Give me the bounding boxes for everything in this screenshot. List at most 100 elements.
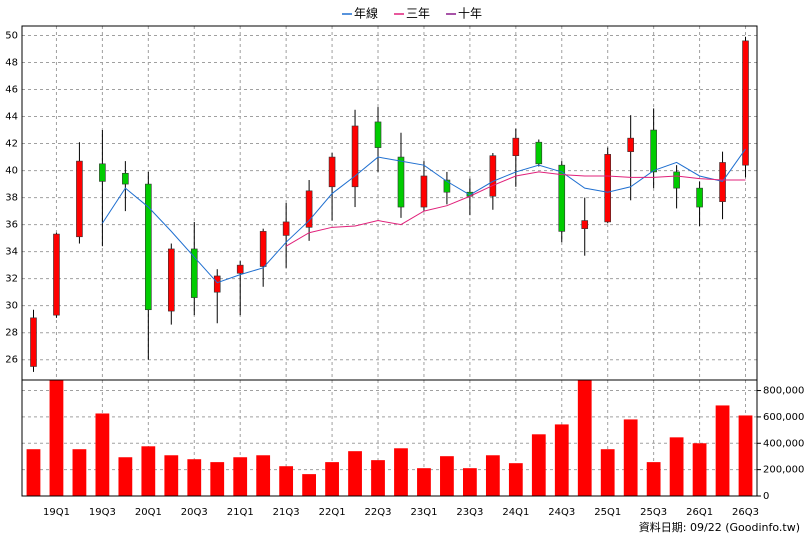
x-tick-label: 20Q1	[135, 507, 162, 518]
y-tick-label: 0	[763, 491, 769, 502]
candle-body	[53, 233, 60, 316]
volume-bar	[95, 413, 110, 496]
x-tick-label: 19Q1	[43, 507, 70, 518]
x-tick-label: 21Q3	[273, 507, 300, 518]
candle-body	[696, 187, 703, 208]
volume-bar	[210, 462, 225, 496]
volume-bar	[577, 379, 592, 496]
candle-body	[443, 179, 451, 193]
line-series	[285, 171, 746, 247]
y-tick-label: 46	[5, 85, 18, 96]
volume-bar	[187, 459, 202, 496]
y-tick-label: 50	[5, 30, 18, 41]
volume-bar	[325, 462, 339, 496]
x-tick-label: 25Q3	[640, 507, 667, 518]
volume-bar	[508, 463, 523, 496]
volume-bar	[118, 457, 133, 496]
volume-bar	[141, 446, 156, 496]
x-tick-label: 19Q3	[89, 507, 116, 518]
candle-body	[305, 190, 313, 228]
volume-bar	[623, 419, 638, 496]
volume-bar	[256, 455, 271, 496]
candle-body	[535, 141, 543, 165]
candle-body	[558, 164, 566, 232]
volume-bar	[371, 460, 385, 496]
volume-bar	[440, 456, 454, 496]
candle-body	[167, 248, 175, 312]
volume-bar	[394, 448, 408, 496]
volume-bar	[233, 457, 248, 496]
y-tick-label: 400,000	[763, 438, 804, 449]
x-tick-label: 22Q3	[365, 507, 392, 518]
x-tick-label: 24Q3	[548, 507, 575, 518]
legend-label: 年線	[354, 6, 378, 21]
y-tick-label: 600,000	[763, 412, 804, 423]
footer: 資料日期: 09/22 (Goodinfo.tw)	[639, 520, 800, 534]
volume-bar	[463, 468, 477, 496]
candle-body	[282, 221, 290, 236]
candle-body	[99, 163, 106, 182]
y-tick-label: 30	[5, 301, 18, 312]
y-tick-label: 34	[5, 247, 18, 258]
candle-body	[719, 162, 726, 202]
volume-bar	[646, 462, 661, 496]
y-tick-label: 28	[5, 328, 18, 339]
y-tick-label: 44	[5, 112, 18, 123]
volume-bar	[26, 449, 41, 496]
candle-body	[604, 154, 612, 223]
x-tick-label: 23Q3	[456, 507, 483, 518]
candle-body	[650, 129, 657, 173]
candle-body	[236, 264, 244, 274]
volume-bar	[72, 449, 87, 496]
candle-body	[512, 137, 520, 157]
y-tick-label: 200,000	[763, 465, 804, 476]
volume-bar	[279, 466, 294, 496]
volume-bar	[738, 415, 753, 496]
y-tick-label: 26	[5, 355, 18, 366]
volume-bar	[554, 424, 569, 496]
y-tick-label: 48	[5, 57, 18, 68]
y-tick-label: 36	[5, 220, 18, 231]
plot-frame	[21, 25, 758, 497]
candle-body	[190, 248, 198, 298]
candle-body	[397, 156, 405, 208]
candle-body	[673, 171, 680, 189]
y-tick-label: 42	[5, 139, 18, 150]
x-tick-label: 26Q3	[732, 507, 759, 518]
volume-bar	[302, 474, 316, 496]
volume-bar	[348, 451, 362, 496]
candle-body	[259, 231, 267, 267]
x-tick-label: 20Q3	[181, 507, 208, 518]
x-tick-label: 25Q1	[594, 507, 621, 518]
y-tick-label: 32	[5, 274, 18, 285]
x-tick-label: 21Q1	[227, 507, 254, 518]
volume-bar	[531, 434, 546, 496]
x-tick-label: 23Q1	[410, 507, 437, 518]
x-tick-label: 22Q1	[319, 507, 346, 518]
x-tick-label: 26Q1	[686, 507, 713, 518]
candle-body	[489, 155, 497, 197]
candle-body	[76, 160, 83, 238]
volume-bar	[600, 449, 615, 496]
candle-body	[122, 172, 129, 185]
volume-bar	[164, 455, 179, 496]
volume-bar	[485, 455, 500, 496]
line-series	[101, 148, 746, 284]
volume-bar	[417, 468, 431, 496]
candle-body	[742, 40, 749, 166]
candle-body	[30, 317, 37, 367]
y-tick-label: 40	[5, 166, 18, 177]
candle-body	[213, 275, 221, 293]
candle-body	[581, 220, 589, 229]
candle-body	[145, 183, 152, 311]
candle-body	[420, 175, 428, 208]
legend-label: 三年	[406, 7, 430, 21]
candle-body	[351, 125, 359, 188]
volume-bar	[715, 405, 730, 496]
y-tick-label: 800,000	[763, 386, 804, 397]
x-tick-label: 24Q1	[502, 507, 529, 518]
volume-bar	[49, 379, 64, 496]
candle-body	[374, 121, 382, 148]
volume-bar	[669, 437, 684, 496]
